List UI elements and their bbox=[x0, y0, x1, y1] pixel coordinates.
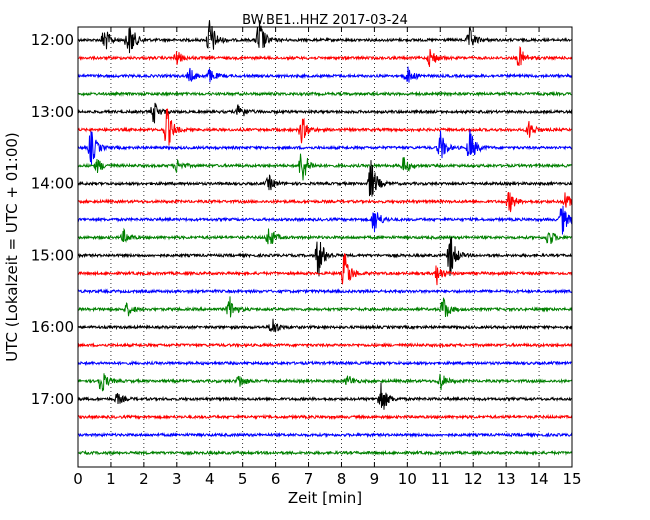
trace-row-19 bbox=[77, 373, 573, 392]
trace-row-2 bbox=[77, 66, 573, 83]
trace-row-4 bbox=[77, 102, 573, 124]
x-tick-label-3: 3 bbox=[172, 470, 182, 488]
trace-row-14 bbox=[77, 288, 573, 295]
x-tick-label-7: 7 bbox=[304, 470, 314, 488]
y-axis-label: UTC (Lokalzeit = UTC + 01:00) bbox=[3, 132, 21, 362]
trace-row-12 bbox=[77, 237, 573, 277]
y-tick-label-4: 16:00 bbox=[31, 318, 74, 336]
y-tick-label-2: 14:00 bbox=[31, 175, 74, 193]
trace-row-3 bbox=[77, 90, 573, 98]
chart-title: BW.BE1..HHZ 2017-03-24 bbox=[242, 13, 408, 28]
trace-row-21 bbox=[77, 413, 573, 421]
x-tick-label-12: 12 bbox=[464, 470, 483, 488]
trace-row-10 bbox=[77, 205, 573, 235]
y-tick-label-1: 13:00 bbox=[31, 103, 74, 121]
trace-rows bbox=[77, 20, 573, 457]
plot-frame bbox=[77, 26, 573, 468]
trace-row-17 bbox=[77, 342, 573, 349]
trace-row-16 bbox=[77, 318, 573, 333]
trace-row-22 bbox=[77, 431, 573, 439]
x-tick-label-14: 14 bbox=[530, 470, 549, 488]
trace-row-5 bbox=[77, 108, 573, 146]
y-axis-ticks: 12:00 13:00 14:00 15:00 16:00 17:00 bbox=[31, 31, 83, 408]
trace-row-7 bbox=[77, 153, 573, 181]
trace-row-11 bbox=[77, 227, 573, 245]
x-axis-label: Zeit [min] bbox=[288, 489, 362, 507]
x-tick-label-13: 13 bbox=[497, 470, 516, 488]
x-tick-label-6: 6 bbox=[271, 470, 281, 488]
x-tick-label-2: 2 bbox=[139, 470, 149, 488]
trace-row-13 bbox=[77, 253, 573, 286]
trace-row-0 bbox=[77, 20, 573, 54]
y-tick-label-0: 12:00 bbox=[31, 31, 74, 49]
x-tick-label-5: 5 bbox=[238, 470, 248, 488]
x-axis-ticks: 0 1 2 3 4 5 6 7 8 9 10 11 12 13 14 15 bbox=[73, 27, 582, 488]
trace-row-6 bbox=[77, 129, 573, 165]
y-tick-label-5: 17:00 bbox=[31, 390, 74, 408]
x-tick-label-0: 0 bbox=[73, 470, 83, 488]
trace-row-9 bbox=[77, 192, 573, 213]
trace-row-1 bbox=[77, 45, 573, 67]
x-tick-label-1: 1 bbox=[106, 470, 116, 488]
x-tick-label-4: 4 bbox=[205, 470, 215, 488]
grid-lines bbox=[110, 27, 540, 467]
trace-row-20 bbox=[77, 382, 573, 410]
x-tick-label-11: 11 bbox=[431, 470, 450, 488]
trace-row-18 bbox=[77, 359, 573, 367]
x-tick-label-9: 9 bbox=[370, 470, 380, 488]
x-tick-label-8: 8 bbox=[337, 470, 347, 488]
y-tick-label-3: 15:00 bbox=[31, 246, 74, 264]
trace-row-15 bbox=[77, 296, 573, 318]
x-tick-label-10: 10 bbox=[398, 470, 417, 488]
trace-row-8 bbox=[77, 160, 573, 197]
x-tick-label-15: 15 bbox=[562, 470, 581, 488]
trace-row-23 bbox=[77, 449, 573, 457]
